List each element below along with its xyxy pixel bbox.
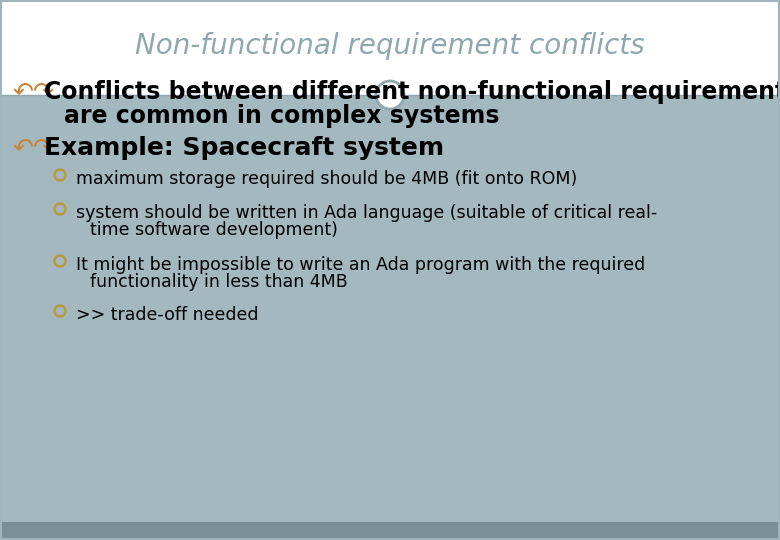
Text: It might be impossible to write an Ada program with the required: It might be impossible to write an Ada p… [76,256,645,274]
Text: Non-functional requirement conflicts: Non-functional requirement conflicts [135,31,645,59]
Text: are common in complex systems: are common in complex systems [64,104,499,128]
Text: ↶↷: ↶↷ [12,136,54,160]
Bar [0,522,780,540]
Circle shape [376,81,404,109]
Text: maximum storage required should be 4MB (fit onto ROM): maximum storage required should be 4MB (… [76,170,577,188]
Text: system should be written in Ada language (suitable of critical real-: system should be written in Ada language… [76,204,658,222]
Text: ↶↷: ↶↷ [12,80,54,104]
Text: Conflicts between different non-functional requirements: Conflicts between different non-function… [44,80,780,104]
Bar [0,0,780,95]
Text: >> trade-off needed: >> trade-off needed [76,306,258,324]
Bar [0,95,780,522]
Text: time software development): time software development) [90,221,338,239]
Text: Example: Spacecraft system: Example: Spacecraft system [44,136,444,160]
Text: functionality in less than 4MB: functionality in less than 4MB [90,273,348,291]
